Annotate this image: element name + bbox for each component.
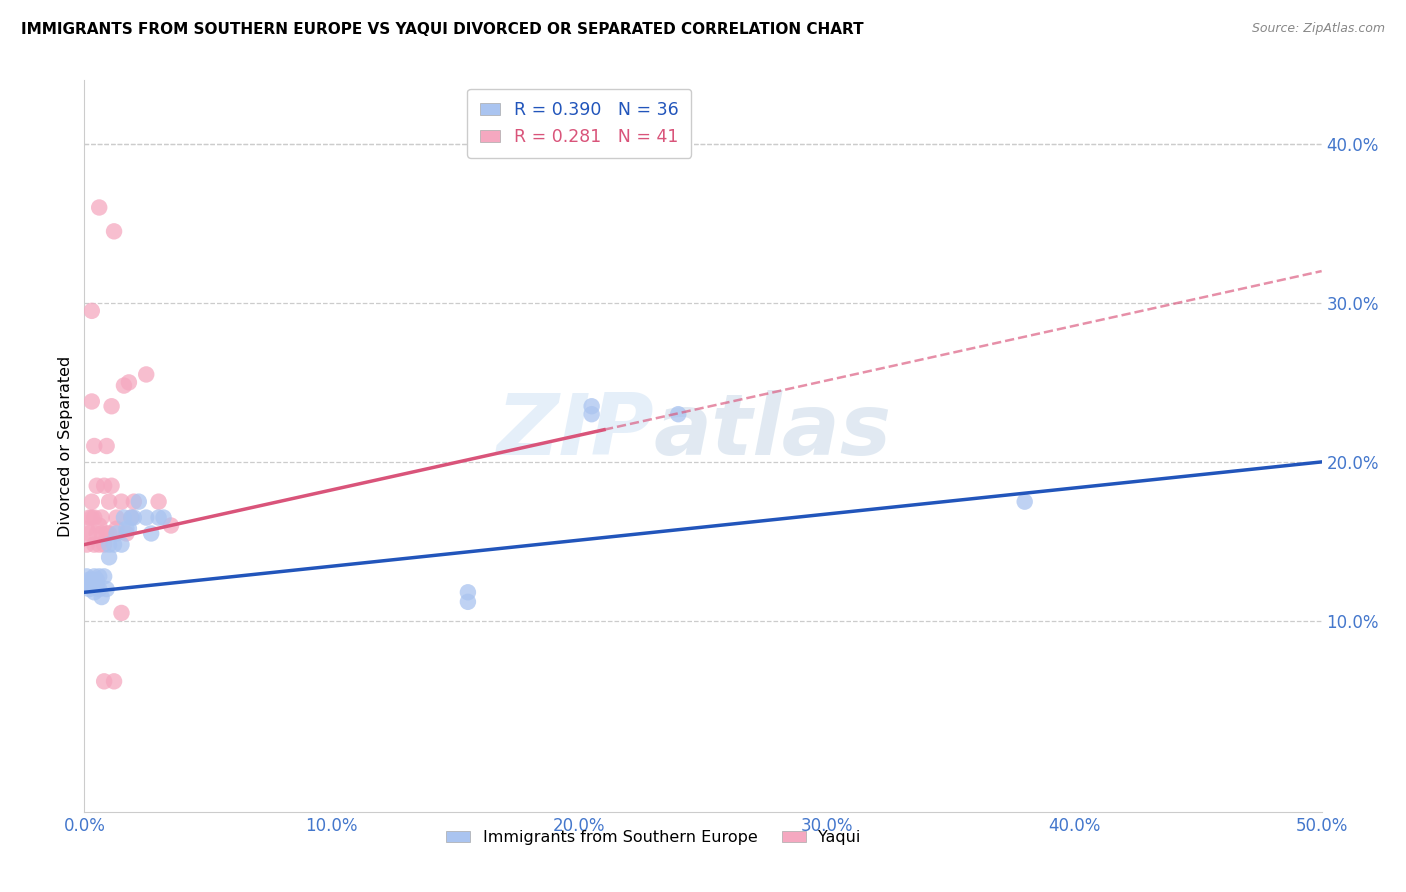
Point	[86, 579, 108, 593]
Point	[98, 526, 121, 541]
Point	[118, 376, 141, 390]
Point	[83, 439, 105, 453]
Point	[100, 399, 122, 413]
Point	[581, 399, 603, 413]
Point	[100, 479, 122, 493]
Point	[79, 510, 101, 524]
Point	[89, 582, 111, 596]
Text: atlas: atlas	[654, 390, 891, 473]
Point	[115, 526, 138, 541]
Point	[76, 538, 98, 552]
Point	[93, 569, 115, 583]
Point	[79, 526, 101, 541]
Point	[118, 522, 141, 536]
Point	[135, 510, 157, 524]
Point	[86, 573, 108, 587]
Point	[105, 522, 128, 536]
Point	[105, 526, 128, 541]
Point	[152, 510, 174, 524]
Point	[110, 538, 132, 552]
Point	[457, 595, 479, 609]
Point	[96, 526, 118, 541]
Point	[96, 439, 118, 453]
Point	[80, 303, 103, 318]
Point	[457, 585, 479, 599]
Point	[80, 494, 103, 508]
Text: Source: ZipAtlas.com: Source: ZipAtlas.com	[1251, 22, 1385, 36]
Point	[581, 407, 603, 421]
Point	[83, 569, 105, 583]
Point	[83, 510, 105, 524]
Point	[86, 526, 108, 541]
Point	[90, 590, 112, 604]
Point	[103, 224, 125, 238]
Point	[148, 510, 170, 524]
Point	[666, 407, 689, 421]
Text: ZIP: ZIP	[496, 390, 654, 473]
Point	[98, 538, 121, 552]
Point	[76, 579, 98, 593]
Point	[112, 378, 135, 392]
Point	[80, 510, 103, 524]
Point	[120, 510, 142, 524]
Point	[105, 510, 128, 524]
Point	[141, 526, 163, 541]
Point	[103, 538, 125, 552]
Point	[148, 494, 170, 508]
Text: IMMIGRANTS FROM SOUTHERN EUROPE VS YAQUI DIVORCED OR SEPARATED CORRELATION CHART: IMMIGRANTS FROM SOUTHERN EUROPE VS YAQUI…	[21, 22, 863, 37]
Point	[90, 526, 112, 541]
Point	[115, 522, 138, 536]
Point	[89, 201, 111, 215]
Point	[135, 368, 157, 382]
Point	[89, 538, 111, 552]
Point	[120, 510, 142, 524]
Point	[112, 510, 135, 524]
Point	[122, 510, 145, 524]
Point	[110, 606, 132, 620]
Point	[86, 479, 108, 493]
Point	[128, 494, 150, 508]
Point	[80, 573, 103, 587]
Point	[103, 674, 125, 689]
Point	[98, 494, 121, 508]
Point	[79, 582, 101, 596]
Point	[1014, 494, 1036, 508]
Point	[93, 674, 115, 689]
Point	[83, 585, 105, 599]
Legend: Immigrants from Southern Europe, Yaqui: Immigrants from Southern Europe, Yaqui	[440, 823, 868, 851]
Point	[76, 522, 98, 536]
Point	[98, 550, 121, 565]
Point	[89, 569, 111, 583]
Point	[76, 569, 98, 583]
Point	[93, 479, 115, 493]
Point	[80, 579, 103, 593]
Point	[79, 573, 101, 587]
Point	[90, 510, 112, 524]
Point	[93, 538, 115, 552]
Point	[80, 394, 103, 409]
Point	[122, 494, 145, 508]
Point	[96, 582, 118, 596]
Point	[83, 538, 105, 552]
Point	[110, 494, 132, 508]
Y-axis label: Divorced or Separated: Divorced or Separated	[58, 355, 73, 537]
Point	[160, 518, 183, 533]
Point	[89, 518, 111, 533]
